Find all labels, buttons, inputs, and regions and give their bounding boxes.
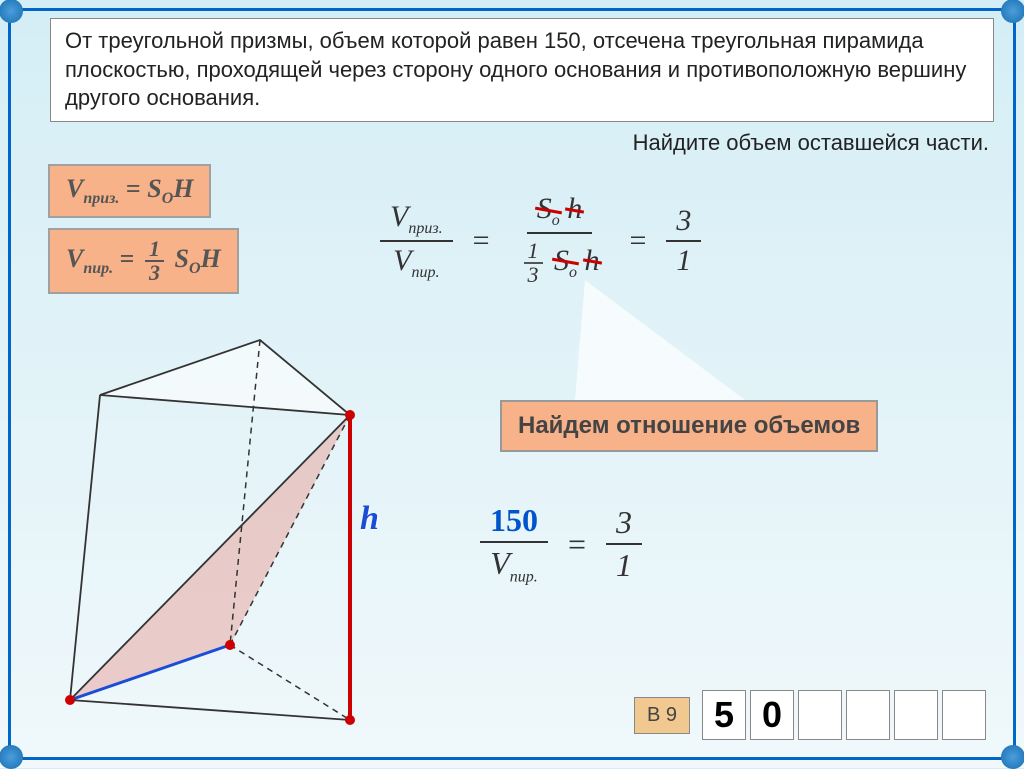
corner-decoration bbox=[1001, 0, 1024, 23]
answer-label: В 9 bbox=[634, 697, 690, 734]
ratio-equation: Vприз. Vпир. = So h 13 So h = 3 1 bbox=[380, 190, 701, 292]
answer-cell[interactable]: 0 bbox=[750, 690, 794, 740]
answer-cell[interactable] bbox=[846, 690, 890, 740]
answer-row: В 9 5 0 bbox=[634, 690, 986, 740]
corner-decoration bbox=[1001, 745, 1024, 769]
answer-cell[interactable]: 5 bbox=[702, 690, 746, 740]
problem-question: Найдите объем оставшейся части. bbox=[633, 130, 989, 156]
problem-statement: От треугольной призмы, объем которой рав… bbox=[50, 18, 994, 122]
corner-decoration bbox=[0, 0, 23, 23]
callout-box: Найдем отношение объемов bbox=[500, 400, 878, 452]
prism-diagram bbox=[30, 300, 400, 750]
answer-cell[interactable] bbox=[894, 690, 938, 740]
answer-cell[interactable] bbox=[798, 690, 842, 740]
corner-decoration bbox=[0, 745, 23, 769]
callout-pointer bbox=[575, 280, 745, 400]
numeric-equation: 150 Vпир. = 3 1 bbox=[480, 500, 642, 588]
height-label: h bbox=[360, 500, 379, 538]
answer-cell[interactable] bbox=[942, 690, 986, 740]
formula-prism-volume: Vприз. = SOH bbox=[48, 164, 211, 218]
formula-pyramid-volume: Vпир. = 13 SOH bbox=[48, 228, 239, 294]
